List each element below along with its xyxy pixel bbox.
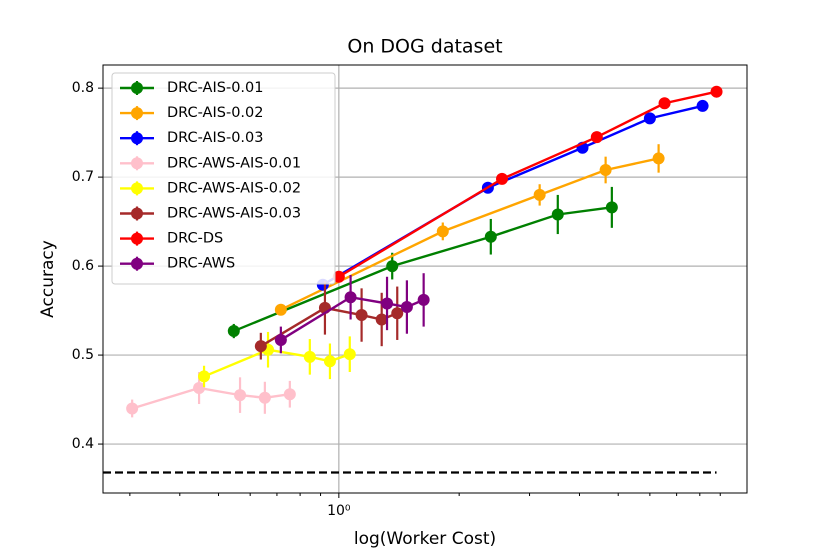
point	[386, 260, 399, 273]
legend-label: DRC-AWS-AIS-0.02	[167, 180, 301, 196]
y-tick-label: 0.7	[72, 169, 94, 185]
point	[274, 333, 287, 346]
point	[234, 389, 247, 402]
point	[484, 230, 497, 243]
legend-label: DRC-AIS-0.03	[167, 130, 263, 146]
point	[551, 208, 564, 221]
series	[316, 99, 709, 291]
point	[391, 307, 404, 320]
point	[436, 225, 449, 238]
point	[258, 391, 271, 404]
point	[533, 188, 546, 201]
legend-marker	[131, 182, 143, 195]
legend-box	[111, 72, 336, 285]
legend-label: DRC-AIS-0.02	[167, 105, 263, 121]
point	[355, 309, 368, 322]
point	[652, 152, 665, 165]
point	[710, 85, 723, 98]
point	[126, 402, 139, 415]
point	[381, 297, 394, 310]
point	[344, 291, 357, 304]
legend-marker	[131, 132, 143, 145]
series	[274, 273, 430, 354]
legend-marker	[131, 232, 143, 245]
point	[274, 303, 287, 316]
point	[323, 355, 336, 368]
legend-label: DRC-AWS-AIS-0.03	[167, 206, 301, 222]
point	[198, 370, 211, 383]
series	[227, 186, 618, 339]
plot-frame	[102, 64, 748, 494]
chart-title: On DOG dataset	[347, 36, 502, 58]
series-line	[280, 157, 659, 311]
y-tick-label: 0.5	[72, 347, 94, 363]
point	[417, 293, 430, 306]
series	[274, 144, 665, 316]
legend-marker	[131, 207, 143, 220]
legend-marker	[131, 107, 143, 120]
legend-marker	[131, 82, 143, 94]
x-tick-label: 10⁰	[327, 503, 351, 519]
point	[400, 301, 413, 314]
legend-label: DRC-AWS-AIS-0.01	[167, 155, 301, 171]
y-tick-label: 0.6	[72, 258, 94, 274]
point	[658, 97, 671, 110]
series-line	[338, 90, 717, 278]
point	[283, 388, 296, 401]
legend-label: DRC-AWS	[167, 256, 235, 272]
point	[254, 340, 267, 353]
point	[343, 348, 356, 361]
point	[227, 325, 240, 338]
point	[590, 131, 603, 144]
y-tick-label: 0.8	[72, 80, 94, 96]
series	[198, 331, 356, 388]
y-axis-label: Accuracy	[38, 240, 58, 318]
point	[696, 99, 709, 112]
series-line	[322, 104, 703, 286]
x-axis-label: log(Worker Cost)	[354, 529, 496, 549]
point	[605, 201, 618, 214]
point	[193, 382, 206, 395]
legend-label: DRC-DS	[167, 231, 223, 247]
legend-marker	[131, 157, 143, 170]
point	[496, 172, 509, 185]
point	[375, 313, 388, 326]
y-tick-label: 0.4	[72, 436, 94, 452]
point	[303, 350, 316, 363]
point	[332, 270, 345, 283]
legend-marker	[131, 257, 143, 270]
legend-label: DRC-AIS-0.01	[167, 80, 263, 96]
point	[599, 163, 612, 176]
point	[643, 112, 656, 125]
series	[126, 371, 296, 418]
series	[332, 85, 723, 283]
